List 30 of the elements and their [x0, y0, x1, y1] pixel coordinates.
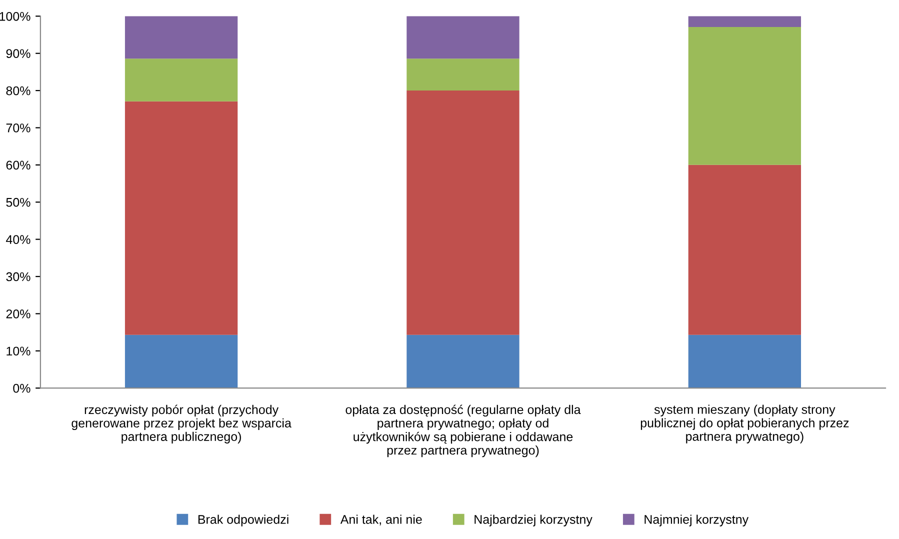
legend-label: Najbardziej korzystny: [474, 514, 592, 526]
y-tick-label: 90%: [6, 49, 30, 58]
legend-label: Najmniej korzystny: [644, 514, 749, 526]
bar: [406, 16, 520, 59]
bar: [688, 26, 802, 165]
bar: [124, 58, 238, 102]
bar: [406, 90, 520, 335]
x-tick-label: opłata za dostępność (regularne opłaty dla partnera prywatnego; opłaty od użytkowników są pobierane i oddawane przez partnera prywatnego): [346, 404, 581, 458]
y-tick-label: 20%: [6, 310, 30, 318]
bar: [688, 16, 802, 27]
y-tick-label: 70%: [6, 124, 30, 132]
bar: [124, 16, 238, 59]
legend-label: Ani tak, ani nie: [340, 514, 422, 526]
y-tick-label: 10%: [6, 346, 30, 356]
legend-label: Brak odpowiedzi: [198, 514, 288, 526]
x-tick-label: rzeczywisty pobór opłat (przychody generowane przez projekt bez wsparcia partnera publicznego): [72, 404, 292, 444]
y-tick-label: 80%: [6, 86, 30, 96]
y-tick-label: 50%: [6, 198, 30, 207]
bar: [124, 101, 238, 335]
y-tick-label: 60%: [6, 160, 30, 170]
y-tick-label: 100%: [0, 12, 30, 21]
bar: [406, 58, 520, 91]
y-tick-label: 30%: [6, 272, 30, 282]
y-tick-label: 40%: [6, 235, 30, 244]
bar: [688, 164, 802, 335]
x-tick-label: system mieszany (dopłaty strony publicznej do opłat pobieranych przez partnera prywatnego): [640, 404, 849, 444]
bar: [688, 334, 802, 388]
bar: [406, 334, 520, 388]
bar: [124, 334, 238, 388]
y-tick-label: 0%: [13, 384, 30, 393]
